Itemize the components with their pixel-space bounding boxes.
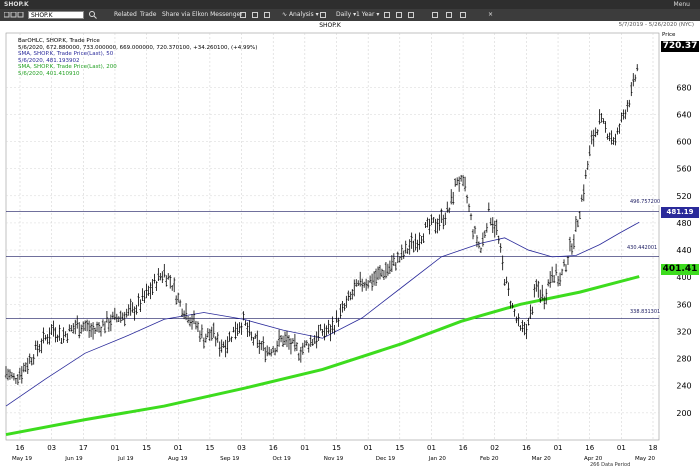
close-icon[interactable]: × (488, 11, 494, 18)
x-month-label: Sep 19 (220, 456, 240, 462)
x-month-label: Nov 19 (324, 456, 344, 462)
layout-icon[interactable] (396, 12, 402, 18)
hline-label-2: 430.442001 (626, 245, 659, 251)
sma50-tag: 481.19 (661, 207, 699, 218)
zoom-icon[interactable] (408, 12, 414, 18)
x-day-tick-label: 03 (237, 444, 246, 452)
x-month-label: Oct 19 (272, 456, 291, 462)
x-day-tick-label: 01 (110, 444, 119, 452)
x-day-tick-label: 16 (269, 444, 278, 452)
x-month-label: Jan 20 (428, 456, 447, 462)
y-tick-label: 440 (676, 246, 691, 255)
settings-icon[interactable] (384, 12, 390, 18)
x-day-tick-label: 16 (522, 444, 531, 452)
analysis-menu[interactable]: ∿ Analysis ▾ (282, 11, 319, 18)
x-day-tick-label: 01 (174, 444, 183, 452)
hline-label-3: 338.831301 (629, 309, 662, 315)
legend-sma200-title: SMA, SHOP.K, Trade Price(Last), 200 (18, 64, 117, 70)
legend-bars-values: 5/6/2020, 672.880000, 733.000000, 669.00… (18, 44, 258, 51)
price-axis-title: Price (662, 32, 676, 38)
toolbar-share[interactable]: Share via Elkon Messenger (162, 11, 243, 18)
x-month-label: Dec 19 (376, 456, 396, 462)
x-day-tick-label: 01 (364, 444, 373, 452)
clipboard-icon[interactable] (240, 12, 246, 18)
refresh-icon[interactable] (460, 12, 466, 18)
range-select[interactable]: 1 Year ▾ (356, 11, 380, 18)
window-titlebar: SHOP.K Menu (0, 0, 700, 9)
y-tick-label: 280 (676, 355, 691, 364)
x-day-tick-label: 18 (649, 444, 658, 452)
legend-bars-title: BarOHLC, SHOP.K, Trade Price (18, 38, 100, 44)
x-day-tick-label: 01 (300, 444, 309, 452)
toolbar-related[interactable]: Related (114, 11, 137, 18)
chart-legend: BarOHLC, SHOP.K, Trade Price 5/6/2020, 6… (18, 38, 257, 77)
x-day-tick-label: 16 (16, 444, 25, 452)
menu-button[interactable]: Menu (673, 1, 690, 8)
legend-sma50-value: 5/6/2020, 481.193902 (18, 57, 80, 64)
y-tick-label: 320 (676, 327, 691, 336)
toolbar: SHOP.K Related Trade Share via Elkon Mes… (0, 9, 700, 21)
x-day-tick-label: 02 (490, 444, 499, 452)
toolbar-trade[interactable]: Trade (140, 11, 157, 18)
y-tick-label: 400 (676, 273, 691, 282)
symbol-input[interactable]: SHOP.K (28, 11, 84, 19)
lock-icon[interactable] (432, 12, 438, 18)
sma200-line (5, 275, 640, 437)
plot-frame (5, 32, 660, 441)
last-price-tag: 720.37 (661, 41, 699, 52)
interval-select[interactable]: Daily ▾ (336, 11, 357, 18)
legend-sma50-title: SMA, SHOP.K, Trade Price(Last), 50 (18, 51, 114, 57)
print-icon[interactable] (252, 12, 258, 18)
data-period-footer: 266 Data Period (590, 462, 631, 468)
y-tick-label: 480 (676, 219, 691, 228)
y-tick-label: 200 (676, 409, 691, 418)
x-day-tick-label: 01 (554, 444, 563, 452)
x-month-label: Apr 20 (584, 456, 603, 462)
sma50-line (5, 221, 640, 407)
analysis-label: Analysis (288, 11, 314, 18)
x-day-tick-label: 16 (459, 444, 468, 452)
y-tick-label: 600 (676, 138, 691, 147)
y-tick-label: 680 (676, 83, 691, 92)
y-tick-label: 640 (676, 110, 691, 119)
x-month-label: Feb 20 (480, 456, 499, 462)
hline-label-1: 496.757200 (629, 199, 662, 205)
x-day-tick-label: 16 (585, 444, 594, 452)
x-day-tick-label: 01 (427, 444, 436, 452)
folder-icon[interactable] (264, 12, 270, 18)
x-day-tick-label: 15 (395, 444, 404, 452)
y-tick-label: 360 (676, 300, 691, 309)
x-day-tick-label: 01 (617, 444, 626, 452)
x-day-tick-label: 15 (142, 444, 151, 452)
y-tick-label: 520 (676, 192, 691, 201)
y-tick-label: 240 (676, 382, 691, 391)
x-day-tick-label: 03 (47, 444, 56, 452)
range-label: 1 Year (356, 11, 375, 18)
x-day-tick-label: 15 (332, 444, 341, 452)
x-day-tick-label: 17 (79, 444, 88, 452)
search-icon[interactable] (88, 10, 98, 20)
x-month-label: Mar 20 (532, 456, 552, 462)
x-month-label: May 20 (635, 456, 656, 462)
sma200-tag: 401.41 (661, 264, 699, 275)
x-month-label: Jun 19 (64, 456, 83, 462)
chart-title: SHOP.K (319, 22, 341, 29)
interval-label: Daily (336, 11, 352, 18)
x-month-label: May 19 (12, 456, 33, 462)
legend-sma200-value: 5/6/2020, 401.410910 (18, 70, 80, 77)
x-month-label: Jul 19 (117, 456, 134, 462)
window-title: SHOP.K (4, 1, 29, 8)
y-tick-label: 560 (676, 165, 691, 174)
draw-icon[interactable] (320, 12, 326, 18)
help-icon[interactable] (446, 12, 452, 18)
x-day-tick-label: 15 (205, 444, 214, 452)
date-range: 5/7/2019 - 5/26/2020 (NYC) (618, 22, 694, 28)
grid-icon[interactable] (4, 12, 24, 18)
x-month-label: Aug 19 (168, 456, 188, 462)
